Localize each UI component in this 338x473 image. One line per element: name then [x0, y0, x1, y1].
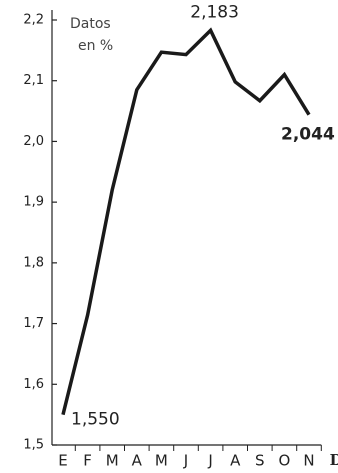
y-tick-label: 1,8: [23, 255, 44, 270]
y-tick-label: 2,2: [23, 13, 44, 28]
x-tick-label: J: [183, 452, 188, 470]
x-tick-label: A: [132, 452, 143, 470]
y-tick-label: 2,0: [23, 134, 44, 149]
y-tick-label: 2,1: [23, 73, 44, 88]
y-tick-label: 1,5: [23, 438, 44, 453]
value-label: 2,044: [281, 125, 335, 145]
y-tick-label: 1,9: [23, 195, 44, 210]
x-tick-label: M: [106, 452, 119, 470]
value-label: 2,183: [190, 2, 239, 22]
annotation: Datos: [70, 16, 111, 32]
line: [61, 27, 311, 416]
x-tick-label: S: [255, 452, 265, 470]
annotation: en %: [78, 38, 113, 54]
x-tick-label: E: [58, 452, 67, 470]
x-tick-label: M: [155, 452, 168, 470]
x-tick-label: F: [83, 452, 92, 470]
x-tick-label: N: [303, 452, 314, 470]
x-tick-label: D: [330, 451, 338, 469]
y-tick-label: 1,6: [23, 377, 44, 392]
x-tick-label: A: [230, 452, 241, 470]
value-label: 1,550: [71, 410, 120, 430]
x-tick-label: J: [207, 452, 212, 470]
x-tick-label: O: [278, 452, 290, 470]
y-tick-label: 1,7: [23, 316, 44, 331]
